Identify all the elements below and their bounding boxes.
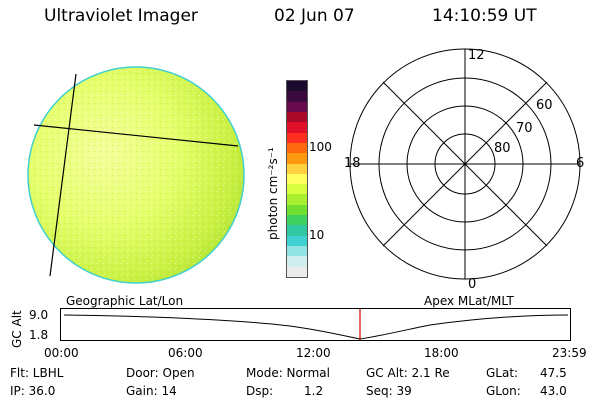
- uv-image-panel: [27, 66, 245, 284]
- colorbar-tick-100: 100: [309, 140, 332, 154]
- timeline-y-tick-high: 9.0: [29, 308, 49, 322]
- color-scale-segment: [287, 153, 307, 164]
- mlt-label-18: 18: [344, 156, 361, 171]
- polar-diagonal-2: [382, 81, 548, 247]
- time-label: 14:10:59 UT: [432, 6, 537, 26]
- color-scale-segment: [287, 204, 307, 216]
- altitude-curve: [63, 314, 569, 340]
- color-scale-segment: [287, 163, 307, 174]
- status-glat-label: GLat:: [486, 366, 519, 380]
- color-scale-segment: [287, 111, 307, 123]
- timeline-right-label: Apex MLat/MLT: [424, 294, 514, 308]
- lat-label-60: 60: [536, 98, 553, 113]
- timeline-y-axis-label: GC Alt: [10, 310, 24, 348]
- color-scale-segment: [287, 132, 307, 143]
- color-scale-segment: [287, 122, 307, 133]
- mlt-label-12: 12: [468, 48, 485, 63]
- color-scale-segment: [287, 215, 307, 226]
- timeline-x-tick-2359: 23:59: [552, 346, 587, 360]
- timeline-x-tick-0000: 00:00: [44, 346, 79, 360]
- status-seq: Seq: 39: [366, 384, 412, 398]
- mlt-label-6: 6: [576, 156, 584, 171]
- status-dsp-value: 1.2: [304, 384, 324, 398]
- status-gain: Gain: 14: [126, 384, 177, 398]
- status-glat-value: 47.5: [540, 366, 567, 380]
- status-gc-alt: GC Alt: 2.1 Re: [366, 366, 450, 380]
- timeline-x-tick-1200: 12:00: [296, 346, 331, 360]
- lat-label-70: 70: [516, 121, 533, 136]
- color-scale-segment: [287, 266, 307, 277]
- color-scale-segment: [287, 91, 307, 102]
- colorbar-unit-label: photon cm⁻²s⁻¹: [266, 147, 280, 240]
- color-scale-segment: [287, 81, 307, 92]
- date-label: 02 Jun 07: [274, 6, 355, 26]
- color-scale-segment: [287, 173, 307, 185]
- color-scale-segment: [287, 256, 307, 267]
- altitude-timeline-plot: [60, 308, 571, 341]
- lat-label-80: 80: [494, 141, 511, 156]
- color-scale-bar: [286, 80, 308, 278]
- color-scale-segment: [287, 184, 307, 195]
- status-mode: Mode: Normal: [246, 366, 330, 380]
- timeline-y-tick-low: 1.8: [29, 328, 49, 342]
- disk-texture: [30, 69, 242, 281]
- status-ip: IP: 36.0: [10, 384, 56, 398]
- timeline-x-tick-1800: 18:00: [424, 346, 459, 360]
- timeline-frame: [60, 308, 571, 341]
- latitude-line: [33, 124, 239, 147]
- color-scale-segment: [287, 194, 307, 205]
- color-scale-segment: [287, 101, 307, 112]
- status-glon-label: GLon:: [486, 384, 521, 398]
- status-glon-value: 43.0: [540, 384, 567, 398]
- longitude-line: [49, 73, 77, 277]
- colorbar-tick-10: 10: [309, 228, 325, 242]
- mlt-label-0: 0: [468, 277, 476, 291]
- status-filter: Flt: LBHL: [10, 366, 64, 380]
- timeline-left-label: Geographic Lat/Lon: [66, 294, 184, 308]
- status-door: Door: Open: [126, 366, 195, 380]
- polar-grid-panel: 12 18 6 0 60 70 80: [344, 48, 584, 291]
- app-title: Ultraviolet Imager: [44, 6, 198, 26]
- color-scale-segment: [287, 142, 307, 154]
- status-dsp-label: Dsp:: [246, 384, 274, 398]
- color-scale-segment: [287, 235, 307, 246]
- timeline-x-tick-0600: 06:00: [168, 346, 203, 360]
- color-scale-segment: [287, 225, 307, 236]
- color-scale-segment: [287, 246, 307, 257]
